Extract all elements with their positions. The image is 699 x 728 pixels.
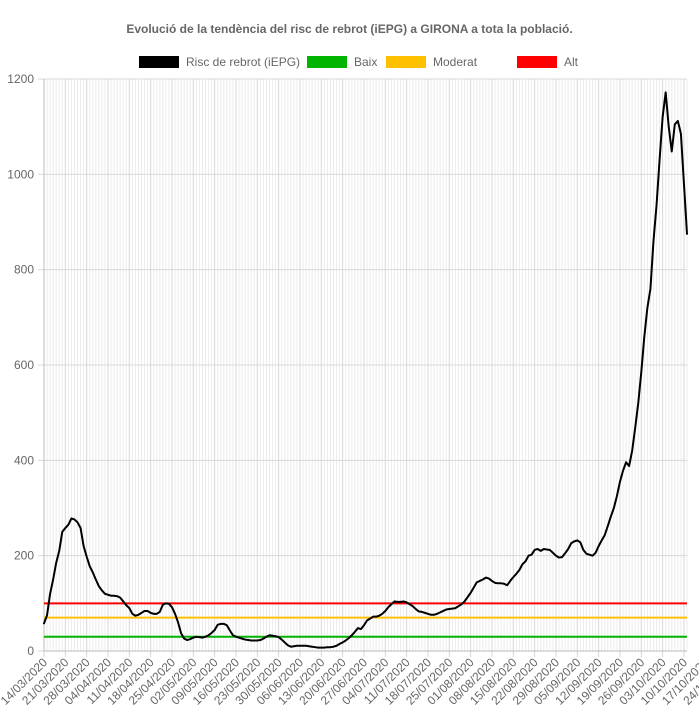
legend: Risc de rebrot (iEPG) Baix Moderat Alt [0,54,699,74]
y-tick-label: 800 [14,263,34,277]
chart-title: Evolució de la tendència del risc de reb… [126,22,573,36]
legend-swatch[interactable] [517,56,557,68]
y-tick-label: 0 [27,644,34,658]
legend-swatch[interactable] [139,56,179,68]
y-tick-label: 1200 [7,72,34,86]
legend-swatch[interactable] [307,56,347,68]
y-tick-label: 1000 [7,167,34,181]
legend-label[interactable]: Risc de rebrot (iEPG) [186,55,301,69]
y-tick-label: 200 [14,549,34,563]
legend-label[interactable]: Moderat [433,55,478,69]
legend-label[interactable]: Alt [564,55,579,69]
y-tick-label: 400 [14,453,34,467]
legend-swatch[interactable] [386,56,426,68]
legend-label[interactable]: Baix [354,55,378,69]
y-tick-label: 600 [14,358,34,372]
series-line-iepg [43,91,688,649]
